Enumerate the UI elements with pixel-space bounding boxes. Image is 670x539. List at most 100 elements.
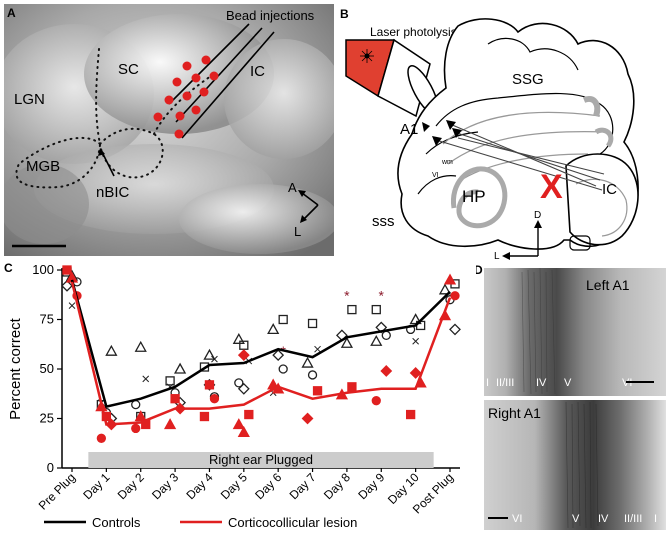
- compass-b: D L: [494, 210, 542, 262]
- brain-photo-figure: A Bead injections LGN SC IC MGB nBIC A L: [0, 4, 344, 256]
- mgb-label: MGB: [26, 158, 60, 175]
- hp-label: HP: [462, 187, 486, 206]
- compass-lateral: L: [294, 224, 301, 239]
- brain-section-schematic: B Laser photolysis: [340, 7, 639, 262]
- control-data-point: [347, 304, 357, 315]
- lesion-data-point: [409, 367, 422, 379]
- x-tick-label: Day 3: [149, 470, 181, 502]
- corticocollicular-projections: [422, 120, 605, 191]
- control-data-point: [278, 314, 288, 325]
- control-data-point: [370, 334, 383, 346]
- bead-site: [199, 87, 209, 97]
- lesion-data-point: [347, 382, 357, 392]
- right-layer-vi: VI: [512, 513, 522, 525]
- x-tick-label: Day 8: [321, 470, 353, 502]
- x-tick-label: Day 5: [218, 470, 250, 502]
- laser-photolysis-label: Laser photolysis: [370, 25, 457, 39]
- panel-b-schematic: B Laser photolysis: [338, 4, 670, 262]
- lesion-mean-line: [70, 281, 452, 426]
- y-tick-label: 25: [40, 411, 54, 426]
- nbic-arrow: [101, 151, 115, 177]
- right-layer-i: I: [654, 513, 657, 525]
- chart-legend: Controls Corticocollicular lesion: [44, 515, 357, 530]
- hippocampus-shape: [450, 166, 508, 229]
- chart-points: ** *: [61, 265, 461, 443]
- laser-icon: [345, 38, 439, 118]
- control-data-point: [272, 349, 285, 362]
- plug-period-bar: [88, 452, 434, 468]
- control-data-point: [211, 355, 218, 363]
- lesion-data-point: [96, 433, 107, 443]
- nbic-outline: [99, 127, 164, 179]
- panel-c-chart: C Percent correct Right ear Plugged 0 25 5…: [0, 260, 470, 534]
- lesion-data-point: [450, 291, 460, 301]
- control-data-point: [267, 323, 280, 335]
- right-a1-section: [484, 400, 666, 530]
- lesion-mark: X: [540, 168, 563, 206]
- lesion-data-point: *: [379, 288, 385, 304]
- control-data-point: [381, 330, 391, 340]
- bead-injections-label: Bead injections: [226, 8, 315, 23]
- bead-site: [153, 112, 163, 122]
- lesion-data-point: [312, 386, 323, 396]
- compass-a: A L: [288, 180, 319, 239]
- control-data-point: [232, 332, 245, 344]
- nbic-arrowhead: [98, 148, 105, 156]
- lesion-data-point: *: [344, 288, 350, 304]
- lesion-data-point: [62, 265, 72, 275]
- right-layer-ii-iii: II/III: [624, 513, 642, 525]
- lesion-data-point: [163, 418, 177, 430]
- compass-anterior: A: [288, 180, 297, 195]
- legend-controls-label: Controls: [92, 515, 141, 530]
- x-tick-label: Pre Plug: [36, 470, 78, 512]
- y-axis-label: Percent correct: [7, 317, 24, 420]
- x-tick-label: Day 6: [252, 470, 284, 502]
- mgb-outline: [15, 136, 102, 189]
- lgn-sc-boundary: [95, 48, 101, 145]
- lesion-data-point: [380, 365, 393, 377]
- injection-tracks: [168, 23, 275, 139]
- bead-site: [164, 95, 174, 105]
- control-data-point: [412, 337, 419, 345]
- control-data-point: [314, 345, 321, 353]
- ssg-label: SSG: [512, 71, 544, 88]
- left-a1-title: Left A1: [586, 277, 630, 293]
- controls-mean-line: [70, 279, 451, 409]
- chart-lines: [70, 279, 452, 426]
- right-a1-title: Right A1: [488, 405, 541, 421]
- bead-site: [174, 129, 184, 139]
- right-layer-labels: VI V IV II/III I: [512, 513, 657, 525]
- y-tick-label: 0: [47, 460, 54, 475]
- chart-axes: [61, 268, 460, 469]
- control-data-point: [307, 370, 318, 380]
- lesion-data-point: [301, 412, 314, 425]
- bead-site: [191, 73, 201, 83]
- bead-injection-sites: [153, 55, 219, 139]
- panel-c-letter: C: [4, 261, 13, 275]
- x-tick-label: Day 1: [80, 470, 112, 502]
- left-layer-iv: IV: [536, 377, 547, 389]
- wm-label: wm: [441, 159, 453, 166]
- control-data-point: [438, 283, 452, 295]
- x-tick-label: Day 9: [355, 470, 387, 502]
- bead-site: [175, 111, 185, 121]
- lesion-data-point: [199, 411, 210, 422]
- x-tick-label: Day 7: [287, 470, 319, 502]
- lesion-data-point: [170, 394, 180, 404]
- control-data-point: [307, 318, 318, 329]
- x-tick-label: Day 2: [115, 470, 147, 502]
- control-data-point: [449, 323, 461, 336]
- layer-vi-label: VI: [432, 172, 439, 179]
- lesion-data-point: [244, 409, 254, 420]
- ic-label: IC: [250, 63, 265, 80]
- panel-a-brain-photo: A Bead injections LGN SC IC MGB nBIC A L: [0, 4, 344, 256]
- lesion-data-point: [204, 380, 215, 390]
- control-data-point: [340, 336, 354, 348]
- left-layer-v: V: [564, 377, 572, 389]
- lesion-data-point: [209, 394, 220, 404]
- bead-site: [201, 55, 211, 65]
- ic-label-b: IC: [602, 181, 617, 198]
- compass-lateral-b: L: [494, 251, 500, 260]
- control-data-point: [131, 399, 141, 410]
